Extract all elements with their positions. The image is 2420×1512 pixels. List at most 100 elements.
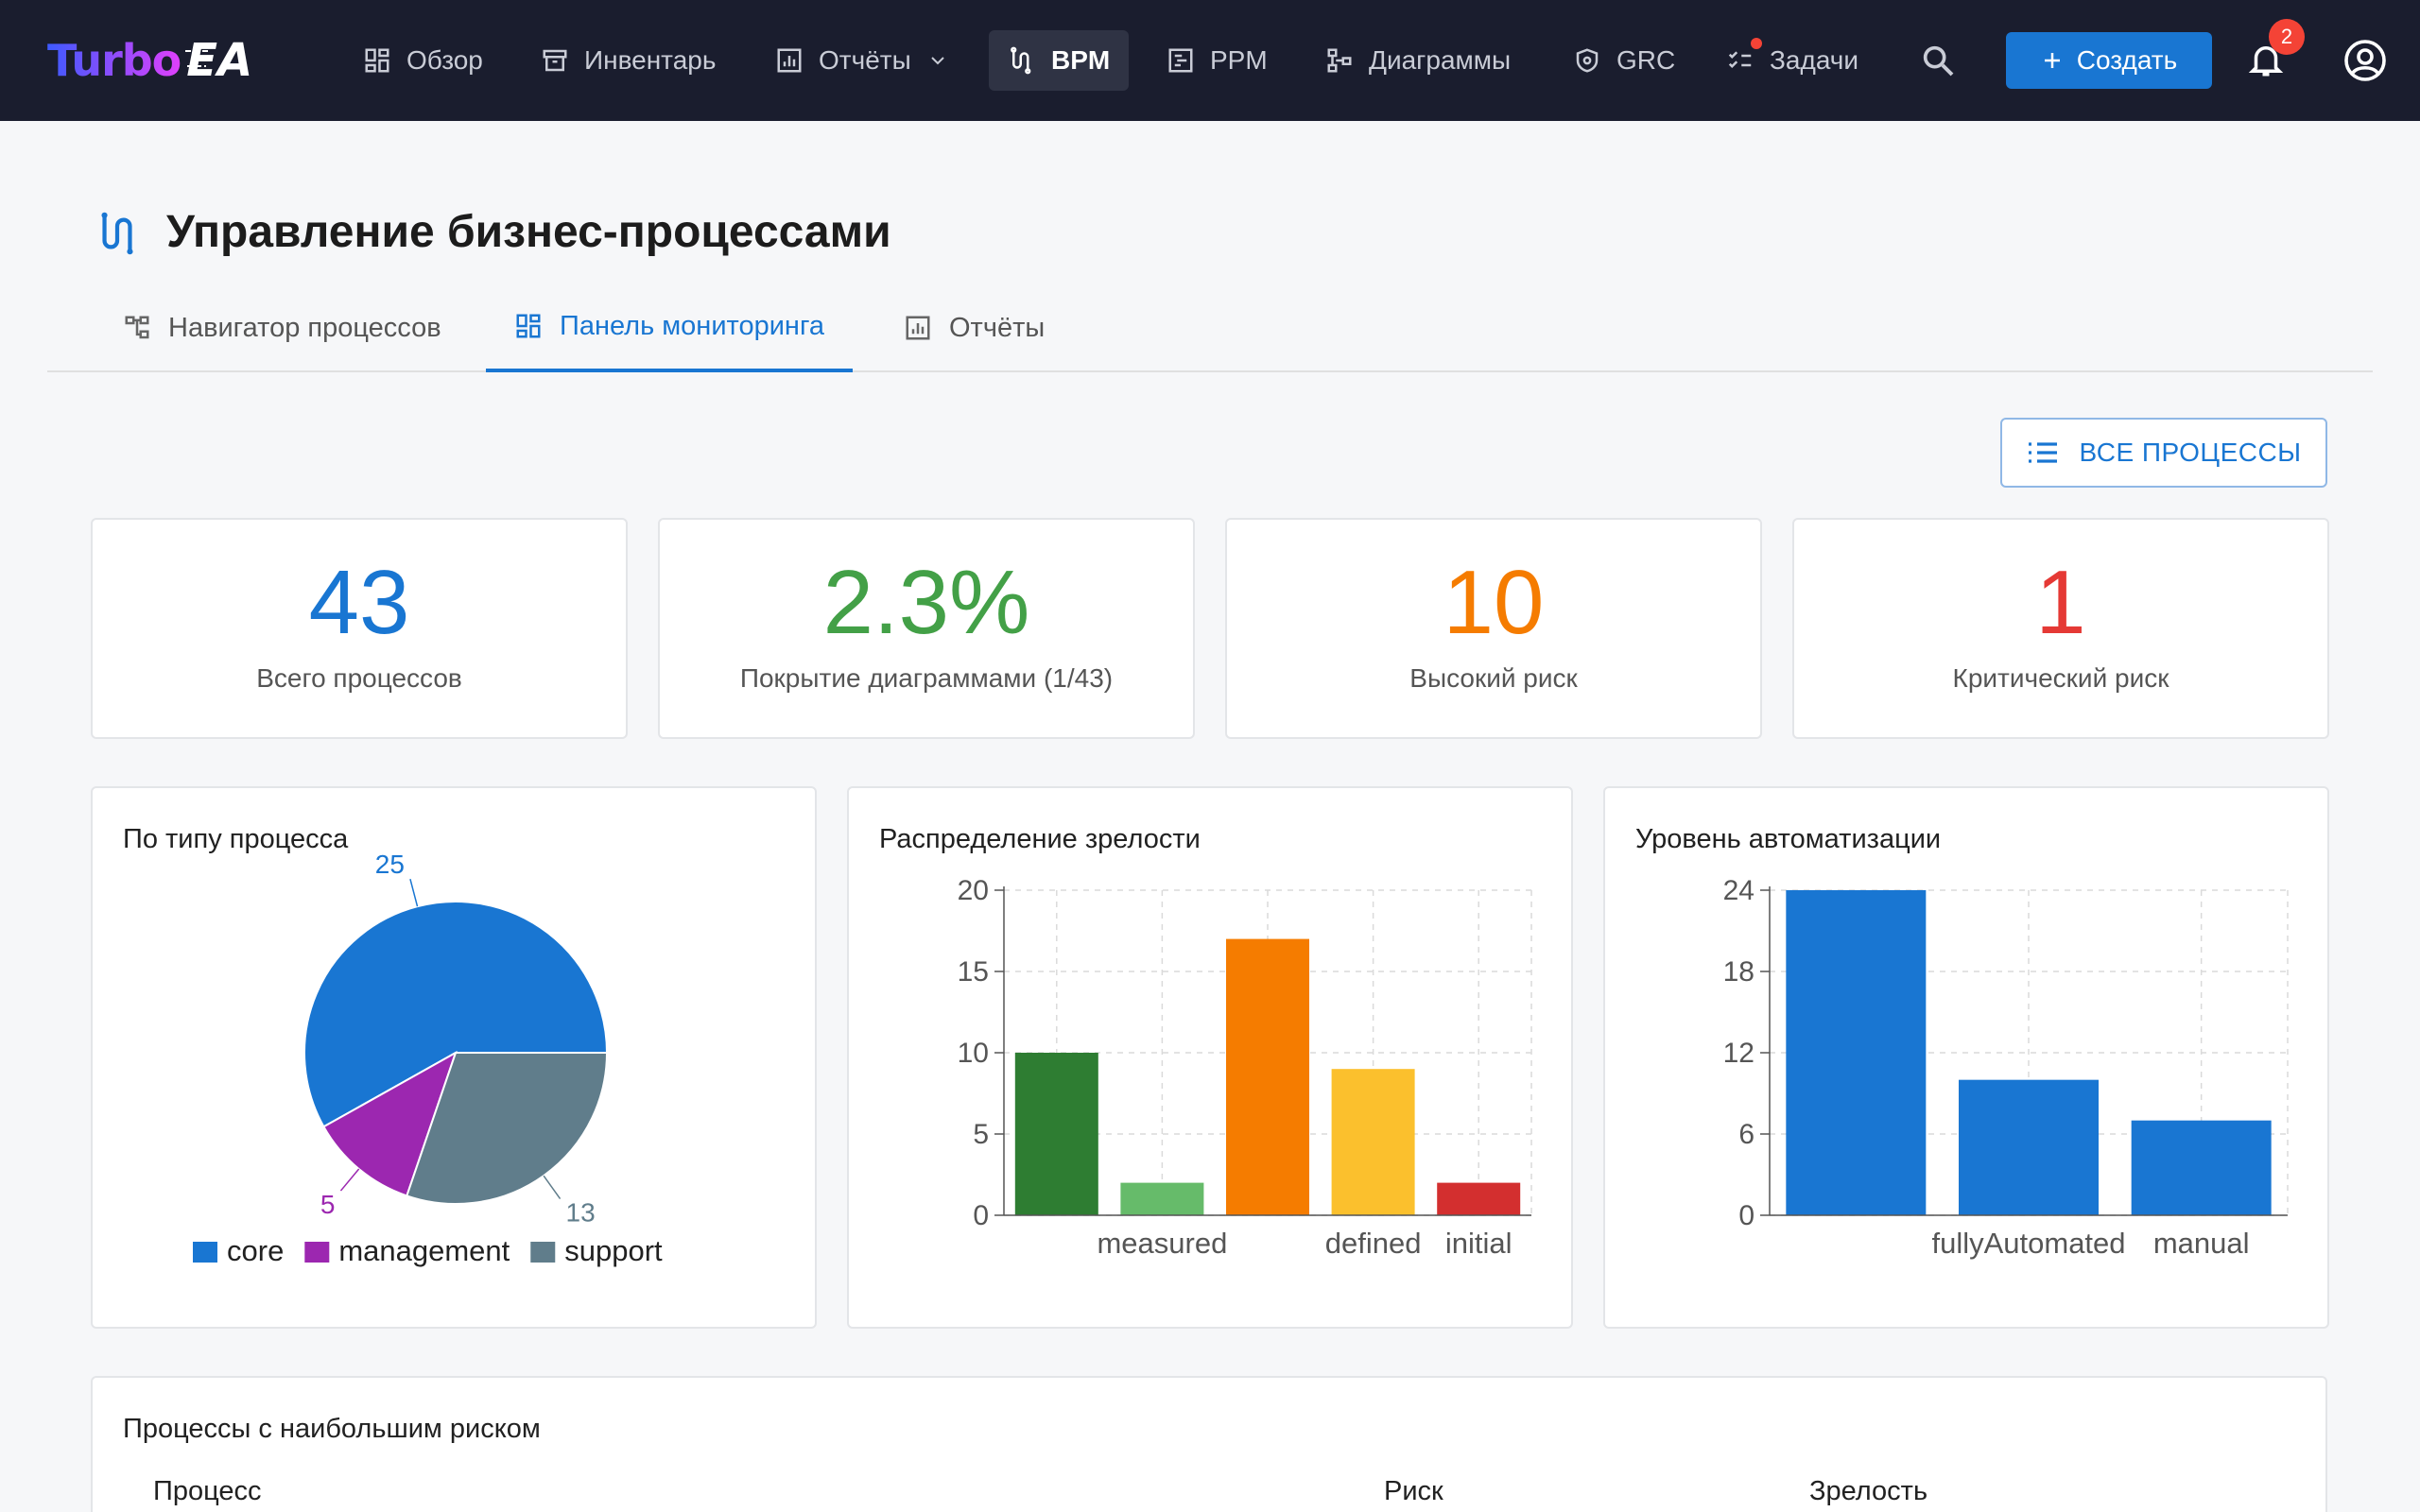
- y-tick-label: 10: [958, 1038, 989, 1069]
- pie-label-leader: [409, 878, 419, 907]
- y-tick-label: 5: [973, 1119, 989, 1150]
- kpi-value: 10: [1443, 552, 1545, 653]
- nav-inventory-label: Инвентарь: [584, 45, 717, 75]
- automation-bar-chart: 0 6 12 18 24 fullyAutomated manual: [1723, 875, 2289, 1260]
- kpi-card-critical-risk: 1 Критический риск: [1792, 518, 2329, 739]
- nav-diagrams[interactable]: Диаграммы: [1306, 30, 1530, 91]
- create-button-label: Создать: [2076, 45, 2178, 75]
- plus-icon: [2044, 53, 2060, 68]
- kpi-value: 1: [2035, 552, 2086, 653]
- kpi-value: 43: [308, 552, 410, 653]
- kpi-label: Высокий риск: [1409, 663, 1578, 693]
- x-tick-label: manual: [2153, 1227, 2250, 1260]
- shield-icon: [1576, 48, 1599, 73]
- all-processes-button[interactable]: ВСЕ ПРОЦЕССЫ: [2000, 418, 2327, 488]
- turbo-ea-logo[interactable]: Turbo EA: [47, 32, 252, 89]
- nav-tasks-label: Задачи: [1770, 45, 1859, 75]
- kpi-card-diagram-coverage: 2.3% Покрытие диаграммами (1/43): [658, 518, 1195, 739]
- create-button[interactable]: Создать: [2006, 32, 2212, 89]
- y-tick-label: 12: [1723, 1038, 1754, 1069]
- nav-bpm[interactable]: BPM: [989, 30, 1130, 91]
- bar-category-1: [1014, 1053, 1098, 1215]
- kpi-value: 2.3%: [822, 552, 1030, 653]
- schema-icon: [1327, 48, 1352, 73]
- nav-overview[interactable]: Обзор: [344, 30, 502, 91]
- page-title: Управление бизнес-процессами: [166, 207, 891, 257]
- nav-tasks[interactable]: Задачи: [1707, 30, 1877, 91]
- y-tick-label: 0: [1738, 1200, 1754, 1231]
- search-icon[interactable]: [1919, 42, 1957, 79]
- checklist-icon: [1728, 51, 1752, 69]
- dashboard-icon: [516, 314, 541, 338]
- tab-monitoring-dashboard[interactable]: Панель мониторинга: [486, 284, 854, 372]
- column-header-process[interactable]: Процесс: [153, 1476, 262, 1506]
- column-header-maturity[interactable]: Зрелость: [1809, 1476, 1928, 1506]
- tasks-alert-dot: [1751, 38, 1762, 49]
- pie-data-label: 5: [320, 1190, 336, 1219]
- chart-title: Уровень автоматизации: [1635, 824, 1942, 854]
- nav-diagrams-label: Диаграммы: [1369, 45, 1512, 75]
- tab-reports[interactable]: Отчёты: [875, 284, 1073, 372]
- pie-label-leader: [339, 1168, 360, 1192]
- page-tabs: Навигатор процессов Панель мониторинга О…: [47, 284, 2373, 372]
- logo-text-turbo: Turbo: [47, 35, 182, 86]
- nav-reports[interactable]: Отчёты: [756, 30, 968, 91]
- legend-label-core: core: [227, 1234, 284, 1267]
- x-tick-label: defined: [1325, 1227, 1422, 1260]
- tab-process-navigator-label: Навигатор процессов: [168, 312, 441, 343]
- legend-label-support: support: [564, 1234, 663, 1267]
- kpi-label: Всего процессов: [256, 663, 462, 693]
- pie-slice-support: [406, 1052, 609, 1205]
- tab-reports-label: Отчёты: [949, 312, 1046, 343]
- all-processes-label: ВСЕ ПРОЦЕССЫ: [2079, 438, 2302, 467]
- bar-fullyAutomated: [1959, 1079, 2099, 1215]
- risk-table-title: Процессы с наибольшим риском: [123, 1414, 541, 1444]
- nav-ppm[interactable]: PPM: [1148, 30, 1287, 91]
- archive-icon: [543, 49, 567, 72]
- gantt-icon: [1168, 48, 1193, 73]
- bar-manual: [2131, 1120, 2272, 1215]
- pie-data-label: 25: [375, 850, 405, 879]
- report-icon: [906, 316, 930, 340]
- risk-table-card: Процессы с наибольшим риском Процесс Рис…: [91, 1376, 2327, 1512]
- logo-text-ea: EA: [186, 34, 253, 87]
- kpi-card-high-risk: 10 Высокий риск: [1225, 518, 1762, 739]
- pie-slice-core: [303, 901, 609, 1128]
- nav-reports-label: Отчёты: [819, 45, 911, 75]
- column-header-risk[interactable]: Риск: [1384, 1476, 1443, 1506]
- pie-slice-management: [322, 1050, 458, 1197]
- tab-process-navigator[interactable]: Навигатор процессов: [95, 284, 470, 372]
- route-icon: [1011, 46, 1031, 75]
- nav-ppm-label: PPM: [1210, 45, 1268, 75]
- y-tick-label: 0: [973, 1200, 989, 1231]
- legend-swatch-core: [193, 1242, 217, 1263]
- tab-monitoring-dashboard-label: Панель мониторинга: [560, 310, 825, 341]
- account-icon[interactable]: [2342, 38, 2388, 83]
- nav-overview-label: Обзор: [406, 45, 483, 75]
- pie-label-leader: [543, 1175, 562, 1199]
- x-tick-label: fullyAutomated: [1931, 1227, 2125, 1260]
- bell-icon[interactable]: [2246, 40, 2286, 79]
- chart-card-automation: Уровень автоматизации 0 6 12 18 24 fullyAutom…: [1603, 786, 2329, 1329]
- kpi-label: Покрытие диаграммами (1/43): [739, 663, 1114, 693]
- nav-grc[interactable]: GRC: [1554, 30, 1694, 91]
- top-navigation-bar: Turbo EA Обзор Инвентарь Отчёты BPM PPM …: [0, 0, 2420, 121]
- y-tick-label: 15: [958, 956, 989, 988]
- bar-category-1: [1786, 890, 1927, 1215]
- chart-card-maturity: Распределение зрелости 0 5 10 15 20 measured d…: [847, 786, 1573, 1329]
- bar-initial: [1437, 1182, 1521, 1215]
- kpi-label: Критический риск: [1952, 663, 2169, 693]
- bar-measured: [1120, 1182, 1204, 1215]
- pie-chart: 25 5 13 core management support: [193, 850, 663, 1267]
- route-icon: [101, 212, 133, 255]
- y-tick-label: 20: [958, 875, 989, 906]
- list-icon: [2029, 442, 2058, 463]
- bar-defined: [1331, 1069, 1415, 1215]
- maturity-bar-chart: 0 5 10 15 20 measured defined initial: [958, 875, 1532, 1260]
- bar-category-3: [1226, 938, 1309, 1215]
- x-tick-label: measured: [1097, 1227, 1227, 1260]
- report-icon: [777, 48, 802, 73]
- legend-label-management: management: [338, 1234, 510, 1267]
- nav-inventory[interactable]: Инвентарь: [522, 30, 735, 91]
- nav-bpm-label: BPM: [1051, 45, 1111, 75]
